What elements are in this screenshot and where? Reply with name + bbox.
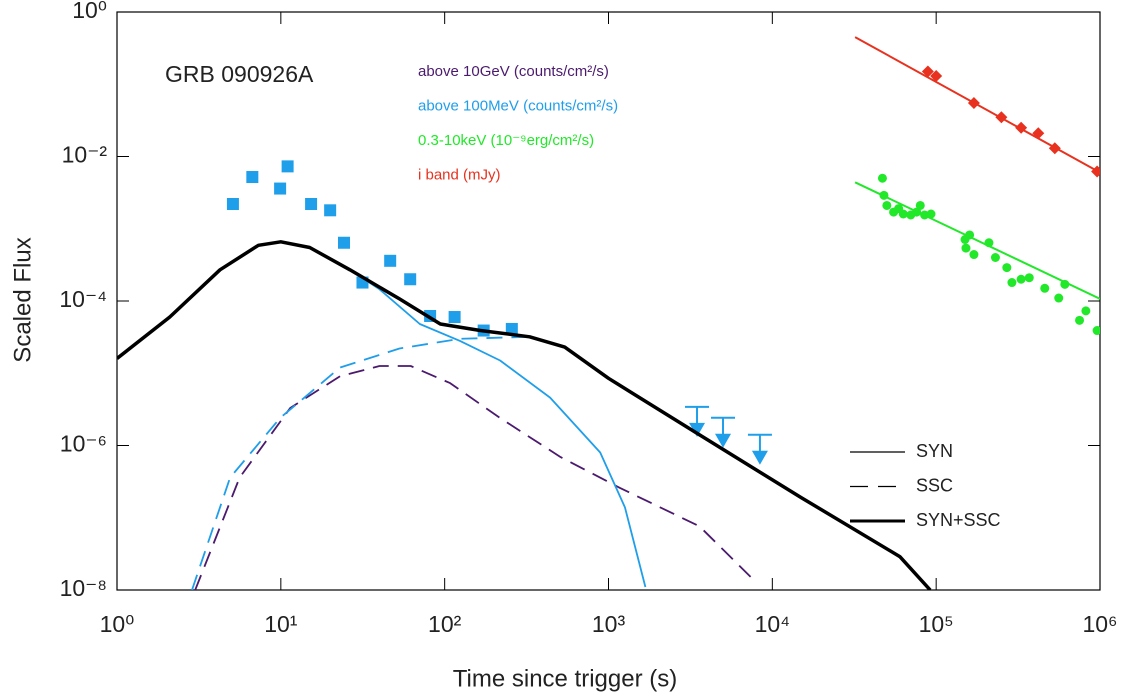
data-point	[1054, 293, 1064, 303]
data-point	[404, 273, 417, 286]
data-point	[1002, 263, 1012, 273]
data-point	[1092, 326, 1100, 336]
data-point	[689, 422, 706, 437]
data-point	[715, 433, 732, 448]
legend-label: SYN+SSC	[916, 510, 1001, 530]
y-tick-label: 10⁰	[72, 0, 107, 23]
y-tick-label: 10⁻⁸	[60, 575, 107, 601]
x-axis-label: Time since trigger (s)	[453, 665, 677, 692]
model-curve	[194, 365, 757, 590]
data-point	[1007, 278, 1017, 288]
data-point	[246, 171, 259, 184]
data-point	[877, 173, 887, 183]
data-point	[226, 198, 239, 211]
data-point	[990, 253, 1000, 263]
data-point	[961, 243, 971, 253]
x-tick-label: 10⁰	[100, 611, 135, 637]
model-curve	[854, 36, 1100, 174]
legend-label: SSC	[916, 475, 953, 495]
data-point	[882, 200, 892, 210]
data-point	[1016, 274, 1026, 284]
series-label: above 100MeV (counts/cm²/s)	[418, 97, 618, 114]
data-point	[274, 182, 287, 195]
annotation: GRB 090926A	[165, 61, 314, 87]
x-tick-label: 10⁵	[919, 611, 954, 637]
data-point	[324, 204, 337, 217]
data-point	[921, 65, 934, 78]
data-point	[751, 450, 768, 465]
series-label: above 10GeV (counts/cm²/s)	[418, 63, 609, 80]
y-tick-label: 10⁻²	[62, 142, 108, 168]
data-point	[1024, 273, 1034, 283]
model-curve	[117, 240, 932, 590]
data-point	[969, 250, 979, 260]
data-point	[338, 236, 351, 249]
x-tick-label: 10¹	[264, 611, 298, 637]
series-label: 0.3-10keV (10⁻⁹erg/cm²/s)	[418, 132, 594, 149]
model-curve	[191, 335, 610, 590]
data-point	[930, 70, 943, 83]
y-tick-label: 10⁻⁴	[59, 286, 107, 312]
data-point	[281, 160, 294, 173]
y-axis-label: Scaled Flux	[9, 237, 36, 362]
data-point	[1075, 315, 1085, 325]
series-label: i band (mJy)	[418, 166, 501, 183]
data-point	[926, 209, 936, 219]
data-point	[898, 209, 908, 219]
data-point	[305, 198, 318, 211]
data-point	[1040, 283, 1050, 293]
legend-label: SYN	[916, 441, 953, 461]
x-tick-label: 10⁴	[755, 611, 790, 637]
x-tick-label: 10³	[592, 611, 626, 637]
data-point	[505, 322, 518, 335]
plot-area	[117, 36, 1100, 590]
y-tick-label: 10⁻⁶	[60, 431, 107, 457]
data-point	[915, 200, 925, 210]
model-curve	[854, 181, 1100, 300]
data-point	[1091, 165, 1100, 178]
x-tick-label: 10²	[428, 611, 462, 637]
data-point	[448, 311, 461, 324]
data-point	[1081, 306, 1091, 316]
x-tick-label: 10⁶	[1082, 611, 1117, 637]
data-point	[384, 254, 397, 267]
